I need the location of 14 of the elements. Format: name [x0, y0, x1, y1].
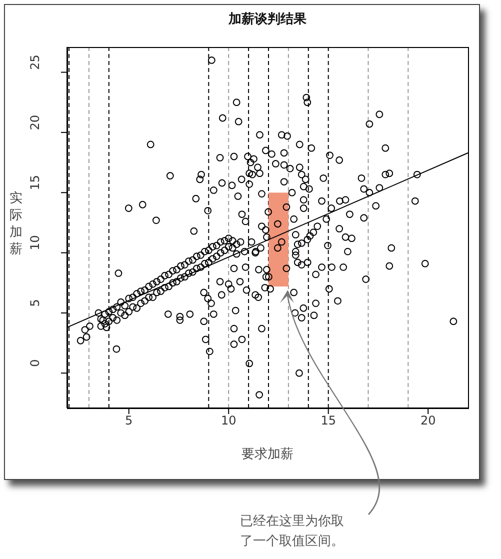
chart-title: 加薪谈判结果: [227, 11, 308, 28]
x-tick-label: 20: [420, 414, 436, 428]
y-tick-label: 5: [28, 299, 42, 307]
y-tick-label: 20: [28, 114, 42, 130]
x-tick-label: 5: [125, 414, 133, 428]
x-tick-label: 10: [220, 414, 236, 428]
x-axis-title: 要求加薪: [240, 446, 294, 463]
y-tick-label: 25: [28, 54, 42, 70]
y-tick-label: 15: [28, 174, 42, 190]
y-tick-label: 0: [28, 359, 42, 367]
y-tick-label: 10: [28, 235, 42, 250]
x-tick-label: 15: [320, 414, 336, 428]
text: 已经在这里为你取了一个取值区间。: [240, 513, 345, 551]
y-axis-title: 实际加薪: [8, 190, 24, 258]
